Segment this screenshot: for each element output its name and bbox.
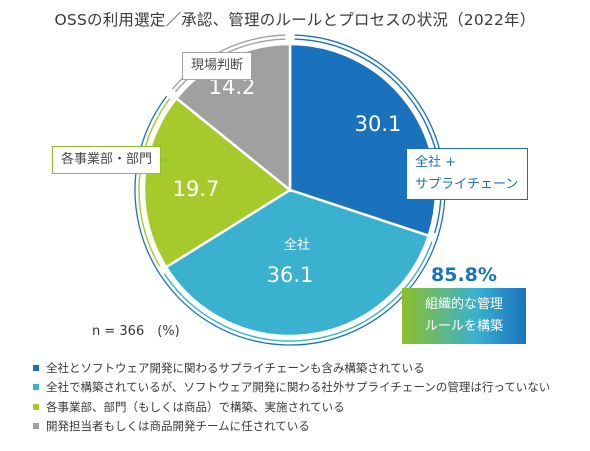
legend: 全社とソフトウェア開発に関わるサプライチェーンも含み構築されている 全社で構築さ… bbox=[33, 358, 550, 436]
ring-org-outer bbox=[134, 34, 446, 346]
label-supply-line2: サプライチェーン bbox=[415, 177, 519, 192]
org-total-percent: 85.8% bbox=[431, 264, 497, 286]
legend-swatch bbox=[33, 403, 39, 410]
ring-inner-company bbox=[163, 241, 433, 342]
legend-item: 各事業部、部門（もしくは商品）で構築、実施されている bbox=[33, 397, 550, 417]
legend-text: 全社とソフトウェア開発に関わるサプライチェーンも含み構築されている bbox=[46, 360, 425, 375]
slice-value-supply: 30.1 bbox=[355, 112, 402, 136]
slice-value-division: 19.7 bbox=[173, 177, 220, 201]
label-company-text: 全社 bbox=[284, 238, 311, 253]
pie-slice-supply bbox=[288, 42, 438, 238]
org-box-line1: 組織的な管理 bbox=[424, 297, 503, 312]
org-box-line2: ルールを構築 bbox=[424, 319, 503, 334]
ring-inner-division bbox=[138, 98, 171, 267]
label-company: 全社 bbox=[275, 232, 320, 260]
legend-swatch bbox=[33, 364, 39, 371]
legend-text: 各事業部、部門（もしくは商品）で構築、実施されている bbox=[46, 399, 345, 414]
label-supply: 全社 + サプライチェーン bbox=[406, 148, 528, 200]
pie-slice-division bbox=[142, 96, 293, 269]
legend-text: 開発担当者もしくは商品開発チームに任されている bbox=[46, 419, 310, 434]
legend-item: 全社とソフトウェア開発に関わるサプライチェーンも含み構築されている bbox=[33, 358, 550, 378]
legend-item: 開発担当者もしくは商品開発チームに任されている bbox=[33, 417, 550, 437]
sample-note: n = 366 (%) bbox=[92, 324, 180, 339]
label-division: 各事業部・部門 bbox=[52, 146, 162, 174]
org-rule-box: 組織的な管理 ルールを構築 bbox=[402, 288, 526, 344]
slice-value-company: 36.1 bbox=[267, 263, 314, 287]
legend-swatch bbox=[33, 423, 39, 430]
label-field-text: 現場判断 bbox=[191, 58, 244, 73]
label-field: 現場判断 bbox=[182, 52, 253, 80]
legend-swatch bbox=[33, 384, 39, 391]
chart-title: OSSの利用選定／承認、管理のルールとプロセスの状況（2022年） bbox=[54, 11, 536, 29]
legend-item: 全社で構築されているが、ソフトウェア開発に関わる社外サプライチェーンの管理は行っ… bbox=[33, 378, 550, 398]
legend-text: 全社で構築されているが、ソフトウェア開発に関わる社外サプライチェーンの管理は行っ… bbox=[46, 380, 551, 395]
label-supply-line1: 全社 + bbox=[415, 155, 457, 170]
label-division-text: 各事業部・部門 bbox=[61, 152, 153, 167]
